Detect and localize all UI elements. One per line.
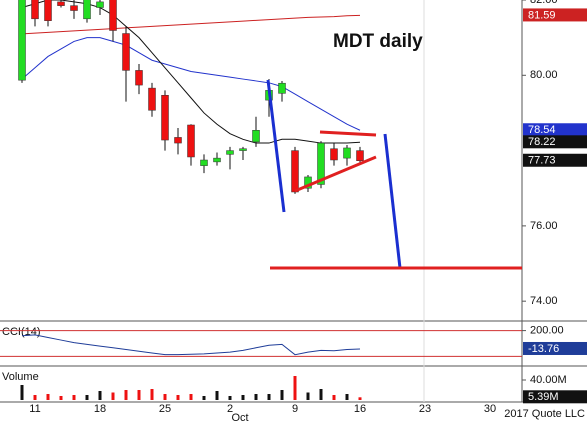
volume-bar xyxy=(241,395,245,400)
candle-body xyxy=(252,130,260,143)
y-tick-label: 40.00M xyxy=(530,374,567,386)
volume-bar xyxy=(163,394,167,400)
volume-bar xyxy=(98,391,102,400)
candle-body xyxy=(291,150,299,193)
panel-label: CCI(14) xyxy=(2,326,41,338)
y-tick-label: 82.00 xyxy=(530,0,558,6)
cci-line xyxy=(21,334,361,356)
volume-bar xyxy=(254,394,258,400)
volume-bar xyxy=(124,390,128,400)
price-panel xyxy=(18,0,364,194)
value-tag-label: 78.54 xyxy=(528,124,556,136)
value-tag xyxy=(523,341,587,355)
volume-bar xyxy=(319,389,323,400)
volume-bar xyxy=(332,395,336,400)
candle-body xyxy=(187,124,195,158)
moving-average xyxy=(21,0,361,144)
volume-bar xyxy=(33,395,37,400)
candle-body xyxy=(31,0,39,20)
moving-average xyxy=(21,37,361,131)
candle-body xyxy=(213,157,221,163)
candle-body xyxy=(148,87,156,111)
candle-body xyxy=(83,0,91,20)
x-tick-label: 25 xyxy=(159,403,171,415)
candle-body xyxy=(44,0,52,21)
volume-bar xyxy=(111,392,115,400)
volume-bar xyxy=(59,396,63,400)
triangle-line xyxy=(294,155,377,193)
triangle-line xyxy=(319,130,377,137)
volume-bar xyxy=(306,392,310,400)
x-tick-label: 16 xyxy=(354,403,366,415)
value-tag xyxy=(523,390,587,404)
value-tag-label: 5.39M xyxy=(528,391,559,403)
candle-body xyxy=(174,137,182,144)
candle-body xyxy=(317,142,325,185)
volume-bar xyxy=(150,389,154,400)
candle-body xyxy=(18,0,26,81)
value-tag-label: 77.73 xyxy=(528,155,556,167)
x-tick-label: 30 xyxy=(484,403,496,415)
annotations xyxy=(266,79,522,270)
value-tag xyxy=(523,123,587,137)
candle-body xyxy=(239,148,247,151)
x-tick-label: 23 xyxy=(419,403,431,415)
volume-bar xyxy=(46,394,50,400)
volume-bar xyxy=(293,376,297,400)
value-tag-label: -13.76 xyxy=(528,343,559,355)
x-tick-label: 2 xyxy=(227,403,233,415)
chart-title: MDT daily xyxy=(333,31,423,52)
x-tick-label: 9 xyxy=(292,403,298,415)
value-tag xyxy=(523,135,587,149)
volume-bar xyxy=(189,394,193,400)
volume-bar xyxy=(228,396,232,400)
volume-bar xyxy=(280,390,284,400)
candle-body xyxy=(109,0,117,31)
y-tick-label: 80.00 xyxy=(530,69,558,81)
candle-body xyxy=(356,150,364,162)
candle-body xyxy=(161,94,169,141)
volume-bar xyxy=(215,391,219,400)
volume-bar xyxy=(176,395,180,400)
x-tick-label: 11 xyxy=(29,403,40,415)
volume-bar xyxy=(267,394,271,400)
moving-average xyxy=(21,14,361,35)
trend-line xyxy=(383,133,402,269)
y-tick-label: 74.00 xyxy=(530,295,558,307)
trend-line xyxy=(266,79,286,213)
volume-bar xyxy=(85,395,89,400)
value-tag xyxy=(523,8,587,22)
panel-label: Volume xyxy=(2,371,39,383)
y-tick-label: 200.00 xyxy=(530,325,564,337)
value-tag-label: 78.22 xyxy=(528,136,556,148)
month-label: Oct xyxy=(231,412,248,423)
value-tag xyxy=(523,153,587,167)
candle-body xyxy=(343,147,351,159)
value-tag-label: 81.59 xyxy=(528,9,556,21)
candle-body xyxy=(70,5,78,11)
candle-body xyxy=(330,148,338,161)
volume-bar xyxy=(345,394,349,400)
volume-bar xyxy=(202,396,206,400)
x-tick-label: 18 xyxy=(94,403,106,415)
volume-bar xyxy=(358,397,362,400)
candle-body xyxy=(96,1,104,8)
volume-bar xyxy=(20,385,24,400)
candle-body xyxy=(135,70,143,86)
y-tick-label: 76.00 xyxy=(530,220,558,232)
candle-body xyxy=(57,1,65,6)
candle-body xyxy=(200,159,208,166)
candle-body xyxy=(226,150,234,155)
volume-bar xyxy=(137,390,141,400)
volume-bar xyxy=(72,395,76,400)
candle-body xyxy=(122,33,130,71)
source: 2017 Quote LLC xyxy=(504,408,585,420)
candle-body xyxy=(278,82,286,94)
